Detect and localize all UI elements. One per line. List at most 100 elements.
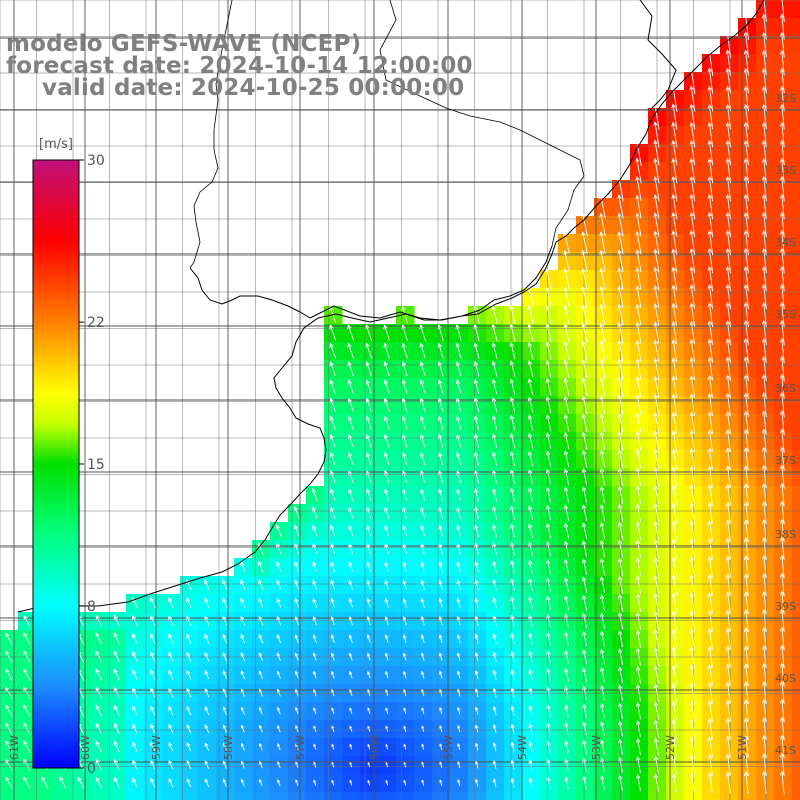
- wind-arrow: [457, 779, 461, 787]
- wind-arrow: [113, 686, 121, 699]
- wind-cell: [594, 792, 613, 800]
- wind-arrow: [240, 633, 246, 644]
- wind-arrow: [653, 321, 660, 344]
- wind-arrow: [312, 543, 318, 555]
- wind-arrow: [653, 701, 659, 720]
- wind-arrow: [438, 579, 443, 590]
- wind-arrow: [618, 774, 623, 791]
- wind-arrow: [419, 433, 426, 448]
- wind-arrow: [95, 704, 103, 717]
- wind-arrow: [671, 302, 678, 327]
- wind-arrow: [437, 433, 444, 448]
- wind-cell: [792, 54, 800, 73]
- wind-arrow: [671, 429, 678, 452]
- wind-arrow: [671, 375, 678, 398]
- wind-arrow: [725, 374, 731, 399]
- wind-arrow: [653, 430, 660, 451]
- wind-arrow: [707, 211, 714, 238]
- wind-arrow: [689, 700, 695, 721]
- wind-arrow: [492, 469, 498, 484]
- wind-arrow: [653, 230, 660, 255]
- wind-arrow: [635, 176, 642, 202]
- wind-arrow: [95, 686, 103, 699]
- wind-arrow: [349, 725, 353, 732]
- wind-arrow: [545, 468, 552, 485]
- wind-arrow: [222, 633, 228, 644]
- wind-arrow: [313, 707, 317, 715]
- wind-arrow: [761, 428, 767, 453]
- wind-arrow: [457, 706, 461, 715]
- wind-arrow: [725, 537, 731, 560]
- wind-arrow: [582, 630, 587, 647]
- wind-arrow: [780, 518, 785, 543]
- wind-cell: [306, 792, 325, 800]
- wind-arrow: [761, 410, 767, 435]
- wind-arrow: [132, 687, 138, 698]
- wind-arrow: [761, 716, 767, 741]
- wind-arrow: [546, 704, 551, 717]
- wind-arrow: [761, 175, 767, 202]
- wind-arrow: [293, 505, 300, 520]
- wind-arrow: [329, 342, 337, 359]
- wind-arrow: [743, 374, 749, 399]
- wind-arrow: [186, 633, 192, 644]
- wind-arrow: [743, 645, 749, 668]
- wind-arrow: [671, 700, 677, 721]
- wind-arrow: [707, 247, 714, 274]
- wind-arrow: [707, 374, 713, 399]
- wind-arrow: [671, 718, 677, 739]
- wind-arrow: [312, 597, 318, 608]
- wind-arrow: [743, 392, 749, 417]
- wind-arrow: [707, 735, 713, 758]
- wind-arrow: [474, 506, 480, 520]
- wind-cell: [198, 792, 217, 800]
- wind-arrow: [330, 524, 336, 537]
- wind-arrow: [707, 771, 713, 794]
- wind-arrow: [725, 573, 731, 596]
- wind-arrow: [475, 760, 479, 769]
- wind-cell: [792, 252, 800, 271]
- wind-arrow: [385, 725, 389, 732]
- wind-arrow: [528, 704, 533, 717]
- latitude-label: 33S: [775, 164, 796, 177]
- wind-arrow: [95, 758, 103, 771]
- wind-arrow: [403, 725, 407, 732]
- wind-arrow: [347, 452, 354, 466]
- wind-arrow: [564, 685, 569, 700]
- wind-arrow: [491, 415, 498, 431]
- wind-arrow: [635, 448, 642, 469]
- wind-cell: [792, 198, 800, 217]
- wind-arrow: [707, 681, 713, 704]
- wind-arrow: [258, 597, 264, 608]
- wind-arrow: [132, 651, 138, 662]
- latitude-labels: 32S 33S 34S 35S 36S 37S 38S 39S 40S 41S: [775, 92, 796, 757]
- wind-arrow: [743, 265, 749, 292]
- wind-arrow: [689, 356, 696, 381]
- wind-arrow: [312, 561, 318, 572]
- wind-arrow: [402, 561, 407, 572]
- wind-arrow: [743, 410, 749, 435]
- wind-cell: [792, 162, 800, 181]
- wind-arrow: [671, 664, 677, 685]
- wind-arrow: [707, 429, 713, 452]
- wind-arrow: [689, 646, 695, 667]
- wind-arrow: [186, 778, 192, 788]
- wind-arrow: [474, 670, 479, 680]
- wind-arrow: [617, 412, 624, 433]
- forecast-date: forecast date: 2024-10-14 12:00:00: [6, 53, 473, 79]
- wind-cell: [792, 342, 800, 361]
- wind-cell: [720, 792, 739, 800]
- wind-arrow: [599, 212, 606, 237]
- wind-arrow: [689, 266, 696, 291]
- wind-arrow: [635, 575, 642, 594]
- longitude-label: 59W: [150, 735, 163, 760]
- wind-arrow: [349, 743, 353, 750]
- wind-arrow: [689, 682, 695, 703]
- wind-arrow: [743, 591, 749, 614]
- wind-arrow: [366, 616, 371, 626]
- wind-arrow: [383, 342, 390, 359]
- wind-arrow: [761, 355, 767, 382]
- wind-arrow: [725, 591, 731, 614]
- longitude-label: 55W: [442, 735, 455, 760]
- wind-arrow: [347, 342, 354, 359]
